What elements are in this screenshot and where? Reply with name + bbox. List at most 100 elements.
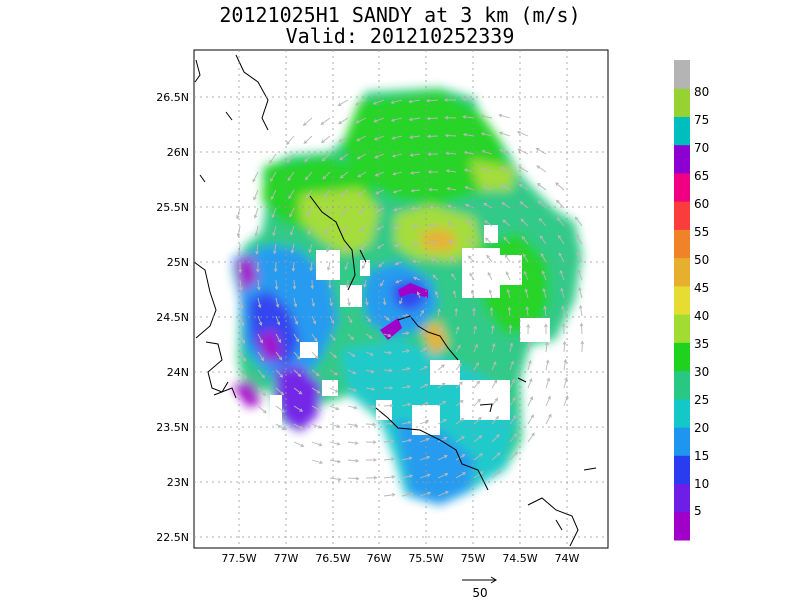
wind-vector-head-icon [465,221,470,225]
wind-vector-arrow-icon [501,184,511,191]
wind-vector-head-icon [377,245,381,249]
wind-vector-arrow-icon [448,222,457,227]
colorbar-swatch [674,314,690,343]
wind-vector-arrow-icon [238,243,241,255]
wind-vector-head-icon [298,390,303,395]
wind-vector-head-icon [440,345,444,350]
wind-vector-head-icon [461,436,465,440]
wind-vector-head-icon [315,372,320,377]
wind-vector-head-icon [271,214,275,219]
wind-vector-head-icon [555,182,559,186]
wind-vector-arrow-icon [437,346,444,353]
field-southwest-low-2 [232,380,262,408]
wind-vector-arrow-icon [491,416,499,425]
wind-vector-arrow-icon [473,435,482,443]
wind-vector-arrow-icon [473,453,483,461]
wind-vector-head-icon [252,178,256,183]
wind-vector-head-icon [409,153,414,157]
wind-vector-head-icon [444,472,449,477]
wind-vector-head-icon [519,201,524,205]
wind-vector-arrow-icon [395,279,403,283]
wind-vector-arrow-icon [376,207,385,213]
wind-vector-arrow-icon [323,189,331,198]
wind-vector-arrow-icon [576,234,583,245]
colorbar-swatch [674,229,690,259]
wind-vector-head-icon [371,404,376,409]
wind-vector-arrow-icon [489,289,493,299]
wind-vector-arrow-icon [380,279,385,287]
wind-vector-head-icon [395,279,400,284]
wind-vector-head-icon [342,229,346,234]
wind-vector-head-icon [475,362,479,366]
wind-vector-arrow-icon [327,261,331,270]
wind-vector-head-icon [356,137,360,142]
wind-vector-head-icon [394,261,399,266]
wind-vector-head-icon [512,396,516,401]
wind-vector-head-icon [236,215,240,220]
wind-vector-arrow-icon [499,114,511,119]
wind-vector-head-icon [304,158,308,163]
wind-vector-head-icon [502,219,507,223]
wind-vector-arrow-icon [536,148,547,155]
wind-vector-head-icon [382,301,387,306]
wind-vector-head-icon [353,405,358,410]
wind-vector-arrow-icon [509,433,517,443]
wind-vector-head-icon [499,167,504,171]
wind-vector-arrow-icon [509,343,513,353]
wind-vector-arrow-icon [563,395,569,407]
wind-vector-head-icon [393,225,398,230]
wind-vector-head-icon [262,392,266,396]
reference-vector: 50 [462,576,497,600]
wind-vector-head-icon [448,239,453,244]
wind-vector-head-icon [303,140,308,145]
wind-vector-arrow-icon [437,364,445,371]
wind-vector-head-icon [293,303,298,308]
wind-vector-head-icon [514,451,518,456]
wind-vector-head-icon [300,443,305,447]
wind-vector-arrow-icon [308,243,313,253]
wind-vector-head-icon [520,218,525,223]
wind-vector-arrow-icon [383,351,392,354]
wind-vector-arrow-icon [491,434,500,443]
wind-vector-arrow-icon [419,456,430,461]
wind-vector-head-icon [561,305,565,310]
wind-vector-head-icon [322,175,327,180]
wind-vector-arrow-icon [481,132,493,137]
wind-vector-arrow-icon [577,270,583,281]
wind-vector-arrow-icon [293,423,304,430]
wind-vector-arrow-icon [411,189,421,192]
wind-vector-arrow-icon [394,243,403,247]
wind-vector-arrow-icon [358,207,367,214]
wind-vector-head-icon [555,199,560,204]
wind-vector-head-icon [294,321,299,325]
wind-vector-head-icon [409,474,414,478]
wind-vector-arrow-icon [483,185,493,191]
wind-vector-head-icon [473,325,477,330]
wind-vector-arrow-icon [483,203,493,209]
wind-vector-head-icon [423,347,428,352]
wind-vector-arrow-icon [359,225,367,232]
wind-vector-head-icon [319,460,324,465]
wind-vector-head-icon [416,291,421,296]
colorbar-swatch [674,455,690,485]
wind-vector-arrow-icon [419,366,428,371]
wind-vector-arrow-icon [311,315,316,324]
wind-vector-arrow-icon [487,272,493,281]
wind-vector-head-icon [263,409,267,414]
wind-vector-arrow-icon [399,297,403,304]
wind-vector-head-icon [479,453,483,457]
wind-vector-head-icon [430,258,435,262]
wind-vector-arrow-icon [329,459,341,463]
wind-vector-arrow-icon [504,254,511,263]
wind-vector-arrow-icon [491,470,501,479]
wind-vector-arrow-icon [437,491,449,497]
field-southwest-low [275,365,322,432]
colorbar-swatch [674,201,690,230]
wind-vector-arrow-icon [517,131,529,137]
wind-vector-arrow-icon [373,99,385,105]
wind-vector-arrow-icon [527,396,533,407]
field-west-purple [236,255,258,292]
wind-vector-arrow-icon [393,207,403,211]
wind-vector-head-icon [312,320,317,325]
wind-vector-arrow-icon [525,289,529,299]
